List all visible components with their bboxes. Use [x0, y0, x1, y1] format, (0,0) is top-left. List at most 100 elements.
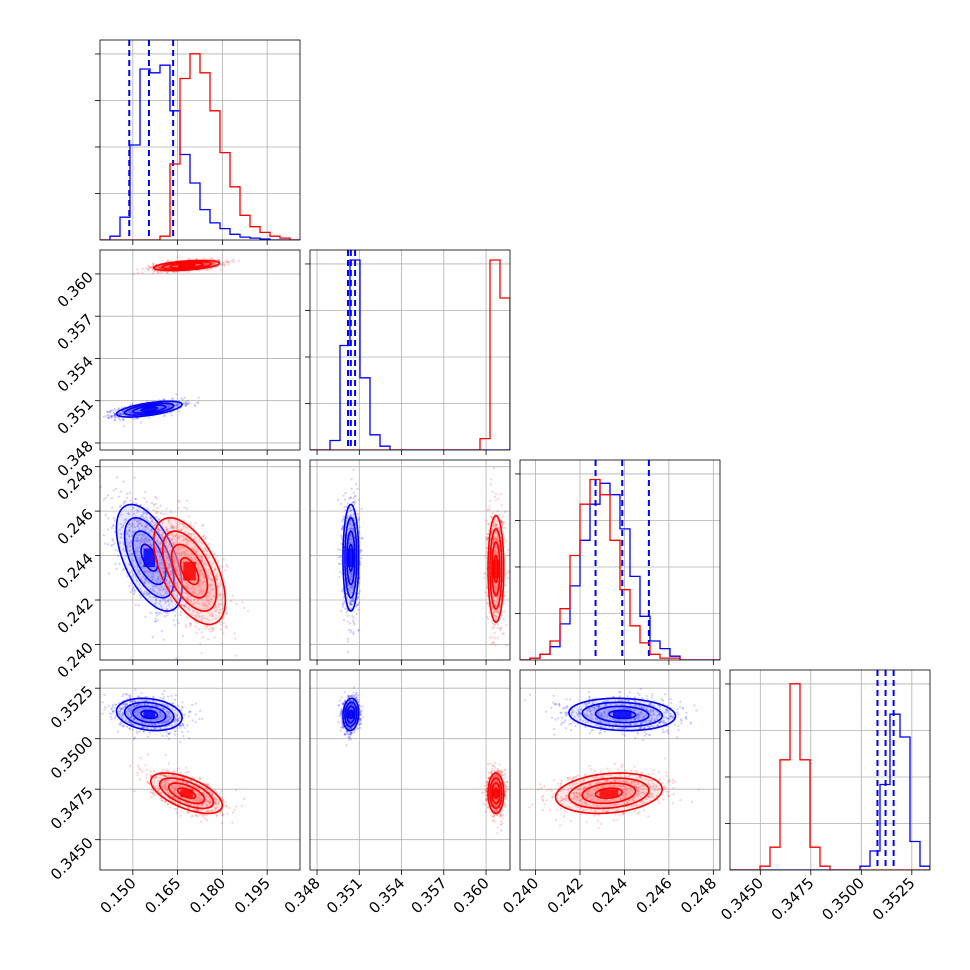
scatter-point: [157, 518, 160, 521]
scatter-point: [167, 406, 170, 409]
scatter-point: [173, 589, 176, 592]
scatter-point: [158, 542, 161, 545]
scatter-point: [218, 564, 221, 567]
scatter-point: [166, 608, 169, 611]
scatter-point: [140, 576, 143, 580]
scatter-point: [168, 563, 171, 566]
scatter-point: [175, 403, 179, 406]
scatter-point: [186, 587, 189, 590]
scatter-point: [144, 615, 147, 618]
scatter-point: [243, 606, 246, 609]
scatter-point: [135, 520, 138, 523]
scatter-point: [352, 501, 355, 504]
scatter-point: [199, 610, 202, 614]
scatter-point: [142, 533, 145, 536]
scatter-point: [193, 592, 196, 595]
scatter-point: [181, 587, 184, 590]
scatter-point: [178, 403, 181, 406]
scatter-point: [204, 562, 207, 566]
scatter-point: [138, 570, 141, 573]
scatter-point: [112, 409, 115, 412]
scatter-point: [181, 634, 185, 638]
scatter-point: [345, 505, 348, 508]
scatter-point: [120, 526, 123, 529]
scatter-point: [152, 589, 156, 593]
scatter-point: [160, 607, 163, 610]
scatter-point: [217, 259, 220, 262]
scatter-point: [172, 619, 176, 622]
scatter-point: [343, 498, 347, 501]
scatter-point: [135, 568, 138, 571]
scatter-point: [165, 608, 168, 611]
scatter-point: [201, 572, 204, 575]
scatter-point: [219, 611, 222, 614]
scatter-point: [127, 411, 131, 415]
scatter-point: [121, 410, 124, 414]
scatter-point: [137, 509, 140, 512]
scatter-point: [184, 553, 187, 556]
scatter-point: [195, 263, 198, 267]
scatter-point: [342, 618, 346, 622]
scatter-point: [122, 409, 125, 412]
scatter-point: [196, 560, 200, 564]
scatter-point: [198, 615, 201, 619]
scatter-point: [193, 614, 196, 617]
scatter-point: [163, 615, 166, 618]
scatter-point: [175, 403, 178, 407]
scatter-point: [160, 531, 164, 535]
scatter-point: [215, 578, 218, 581]
scatter-point: [174, 403, 177, 406]
scatter-point: [105, 410, 109, 413]
scatter-point: [200, 555, 203, 558]
scatter-point: [157, 550, 160, 553]
scatter-point: [187, 532, 190, 535]
scatter-point: [134, 549, 137, 553]
scatter-point: [163, 414, 166, 418]
scatter-point: [200, 651, 203, 655]
scatter-point: [156, 570, 159, 573]
scatter-point: [185, 538, 188, 541]
scatter-point: [165, 526, 168, 529]
scatter-point: [168, 552, 172, 555]
scatter-point: [114, 416, 117, 419]
scatter-point: [123, 521, 126, 524]
scatter-point: [167, 563, 171, 566]
scatter-point: [199, 642, 202, 645]
scatter-point: [176, 569, 179, 572]
scatter-point: [194, 625, 197, 628]
scatter-point: [158, 266, 161, 269]
scatter-point: [136, 556, 139, 559]
scatter-point: [129, 491, 132, 494]
scatter-point: [155, 596, 158, 600]
scatter-point: [154, 502, 157, 506]
scatter-point: [151, 585, 154, 588]
scatter-point: [190, 557, 193, 561]
scatter-point: [151, 263, 155, 266]
scatter-point: [167, 405, 170, 408]
scatter-point: [186, 596, 189, 600]
scatter-point: [138, 572, 141, 576]
scatter-point: [227, 261, 230, 264]
scatter-point: [156, 531, 160, 534]
scatter-point: [352, 597, 355, 600]
scatter-point: [126, 545, 129, 548]
scatter-point: [179, 397, 183, 400]
scatter-point: [225, 612, 228, 615]
scatter-point: [143, 535, 146, 538]
scatter-point: [197, 263, 200, 266]
scatter-point: [129, 409, 133, 413]
scatter-point: [172, 592, 175, 595]
scatter-point: [211, 263, 214, 266]
scatter-point: [136, 550, 139, 553]
scatter-point: [144, 545, 147, 548]
scatter-point: [348, 497, 351, 500]
scatter-point: [211, 594, 215, 598]
scatter-point: [137, 559, 140, 562]
scatter-point: [160, 612, 163, 615]
scatter-point: [178, 552, 181, 555]
scatter-point: [349, 599, 352, 602]
scatter-point: [131, 402, 134, 406]
scatter-point: [190, 540, 193, 543]
histogram-blue: [100, 64, 300, 240]
panel-content: [310, 250, 510, 450]
